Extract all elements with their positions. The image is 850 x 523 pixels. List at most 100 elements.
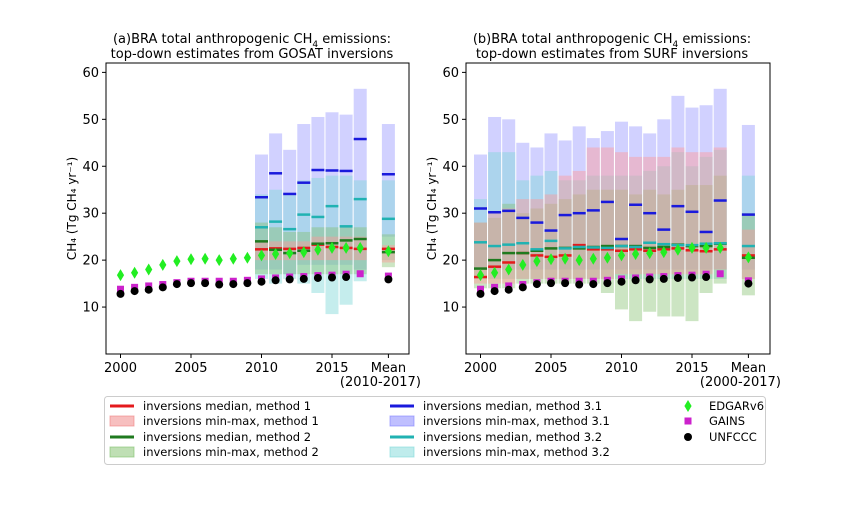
edgar-marker	[674, 243, 682, 256]
edgar-marker	[561, 252, 569, 265]
unfccc-marker	[342, 273, 351, 282]
panel-a-chart: (a)BRA total anthropogenic CH4 emissions…	[65, 32, 421, 390]
unfccc-marker	[589, 280, 598, 289]
unfccc-marker	[645, 275, 654, 284]
x-tick-label: 2000	[464, 361, 497, 376]
bar-minmax-method-3-1	[558, 140, 572, 270]
bar-minmax-method-3-1	[600, 131, 614, 270]
unfccc-marker	[130, 287, 139, 296]
unfccc-marker	[215, 280, 224, 289]
y-tick-label: 40	[442, 160, 459, 175]
edgar-marker	[229, 252, 237, 265]
unfccc-marker	[518, 283, 527, 292]
unfccc-marker	[476, 289, 485, 298]
bar-minmax-method-2	[586, 189, 600, 284]
y-tick-label: 50	[442, 113, 459, 128]
x-tick-label-mean-period: (2000-2017)	[700, 375, 781, 390]
gains-marker	[716, 270, 724, 278]
legend-label: GAINS	[709, 414, 745, 428]
bar-minmax-method-3-2	[311, 177, 325, 293]
mean-edgar-marker	[384, 245, 392, 258]
bar-minmax-method-1	[530, 199, 544, 279]
edgar-marker	[702, 241, 710, 254]
legend-label: inversions median, method 1	[143, 399, 311, 413]
edgar-marker	[547, 253, 555, 266]
x-tick-label: 2005	[174, 361, 207, 376]
legend-label: inversions median, method 3.1	[423, 399, 602, 413]
bar-minmax-method-3-2	[572, 180, 586, 279]
bar-minmax-method-3-1	[311, 116, 325, 265]
unfccc-marker	[271, 276, 280, 285]
edgar-marker	[632, 248, 640, 261]
edgar-marker	[116, 269, 125, 282]
unfccc-marker	[631, 276, 640, 285]
legend-swatch-square	[684, 417, 692, 425]
edgar-marker	[272, 248, 280, 261]
edgar-marker	[159, 258, 167, 271]
y-tick-label: 40	[82, 160, 99, 175]
edgar-marker	[476, 269, 485, 282]
edgar-marker	[617, 249, 626, 262]
y-tick-label: 20	[82, 254, 99, 269]
x-tick-label: Mean	[731, 361, 766, 376]
bar-minmax-method-3-2	[657, 166, 671, 279]
edgar-marker	[491, 266, 499, 279]
bar-minmax-method-3-1	[283, 149, 297, 275]
unfccc-marker	[144, 285, 153, 294]
edgar-marker	[131, 266, 139, 279]
unfccc-marker	[504, 285, 513, 294]
chart-title-line2: top-down estimates from SURF inversions	[476, 47, 749, 62]
gains-marker	[356, 270, 364, 278]
unfccc-marker	[299, 274, 308, 283]
edgar-marker	[257, 249, 266, 262]
mean-unfccc-marker	[744, 279, 753, 288]
legend-label: inversions median, method 2	[143, 430, 311, 444]
edgar-marker	[603, 251, 611, 264]
y-tick-label: 30	[82, 207, 99, 222]
legend-box	[104, 396, 766, 465]
unfccc-marker	[561, 279, 570, 288]
bar-minmax-method-1	[544, 194, 558, 279]
gains-marker	[477, 285, 484, 293]
bar-minmax-method-3-1	[586, 138, 600, 270]
y-tick-label: 30	[442, 207, 459, 222]
edgar-marker	[533, 255, 541, 268]
legend-swatch-diamond	[684, 400, 692, 412]
bar-minmax-method-3-1	[297, 124, 311, 265]
edgar-marker	[215, 254, 223, 267]
chart-title-line1: (b)BRA total anthropogenic CH4 emissions…	[473, 32, 751, 50]
unfccc-marker	[688, 273, 696, 282]
edgar-marker	[187, 253, 195, 266]
legend-swatch-patch	[109, 415, 135, 427]
bar-minmax-method-3-2	[353, 180, 367, 282]
bar-minmax-method-3-2	[530, 175, 544, 279]
unfccc-marker	[257, 277, 266, 286]
bar-minmax-method-3-2	[502, 152, 516, 279]
bar-minmax-method-3-1	[657, 119, 671, 270]
unfccc-marker	[243, 279, 252, 288]
x-tick-label: 2010	[245, 361, 278, 376]
bar-minmax-method-2	[713, 175, 727, 284]
edgar-marker	[646, 247, 654, 260]
edgar-marker	[314, 243, 322, 256]
bar-minmax-method-3-1	[502, 119, 516, 270]
unfccc-marker	[313, 273, 322, 282]
mean-edgar-marker	[744, 251, 752, 264]
bar-minmax-method-3-2	[544, 170, 558, 279]
edgar-marker	[519, 258, 527, 271]
mean-bar-method-3-2	[381, 180, 395, 261]
mean-unfccc-marker	[384, 275, 393, 284]
x-tick-label: 2010	[605, 361, 638, 376]
bar-minmax-method-3-1	[474, 154, 487, 270]
bar-minmax-method-3-1	[488, 116, 502, 270]
bar-minmax-method-2	[558, 199, 572, 284]
bar-minmax-method-2	[516, 213, 530, 284]
x-tick-label-mean-period: (2010-2017)	[340, 375, 421, 390]
bar-minmax-method-1	[558, 175, 572, 279]
bar-minmax-method-2	[530, 208, 544, 284]
edgar-marker	[505, 263, 513, 276]
y-tick-label: 10	[82, 301, 99, 316]
bar-minmax-method-3-1	[643, 133, 657, 270]
legend-label: UNFCCC	[709, 430, 757, 444]
